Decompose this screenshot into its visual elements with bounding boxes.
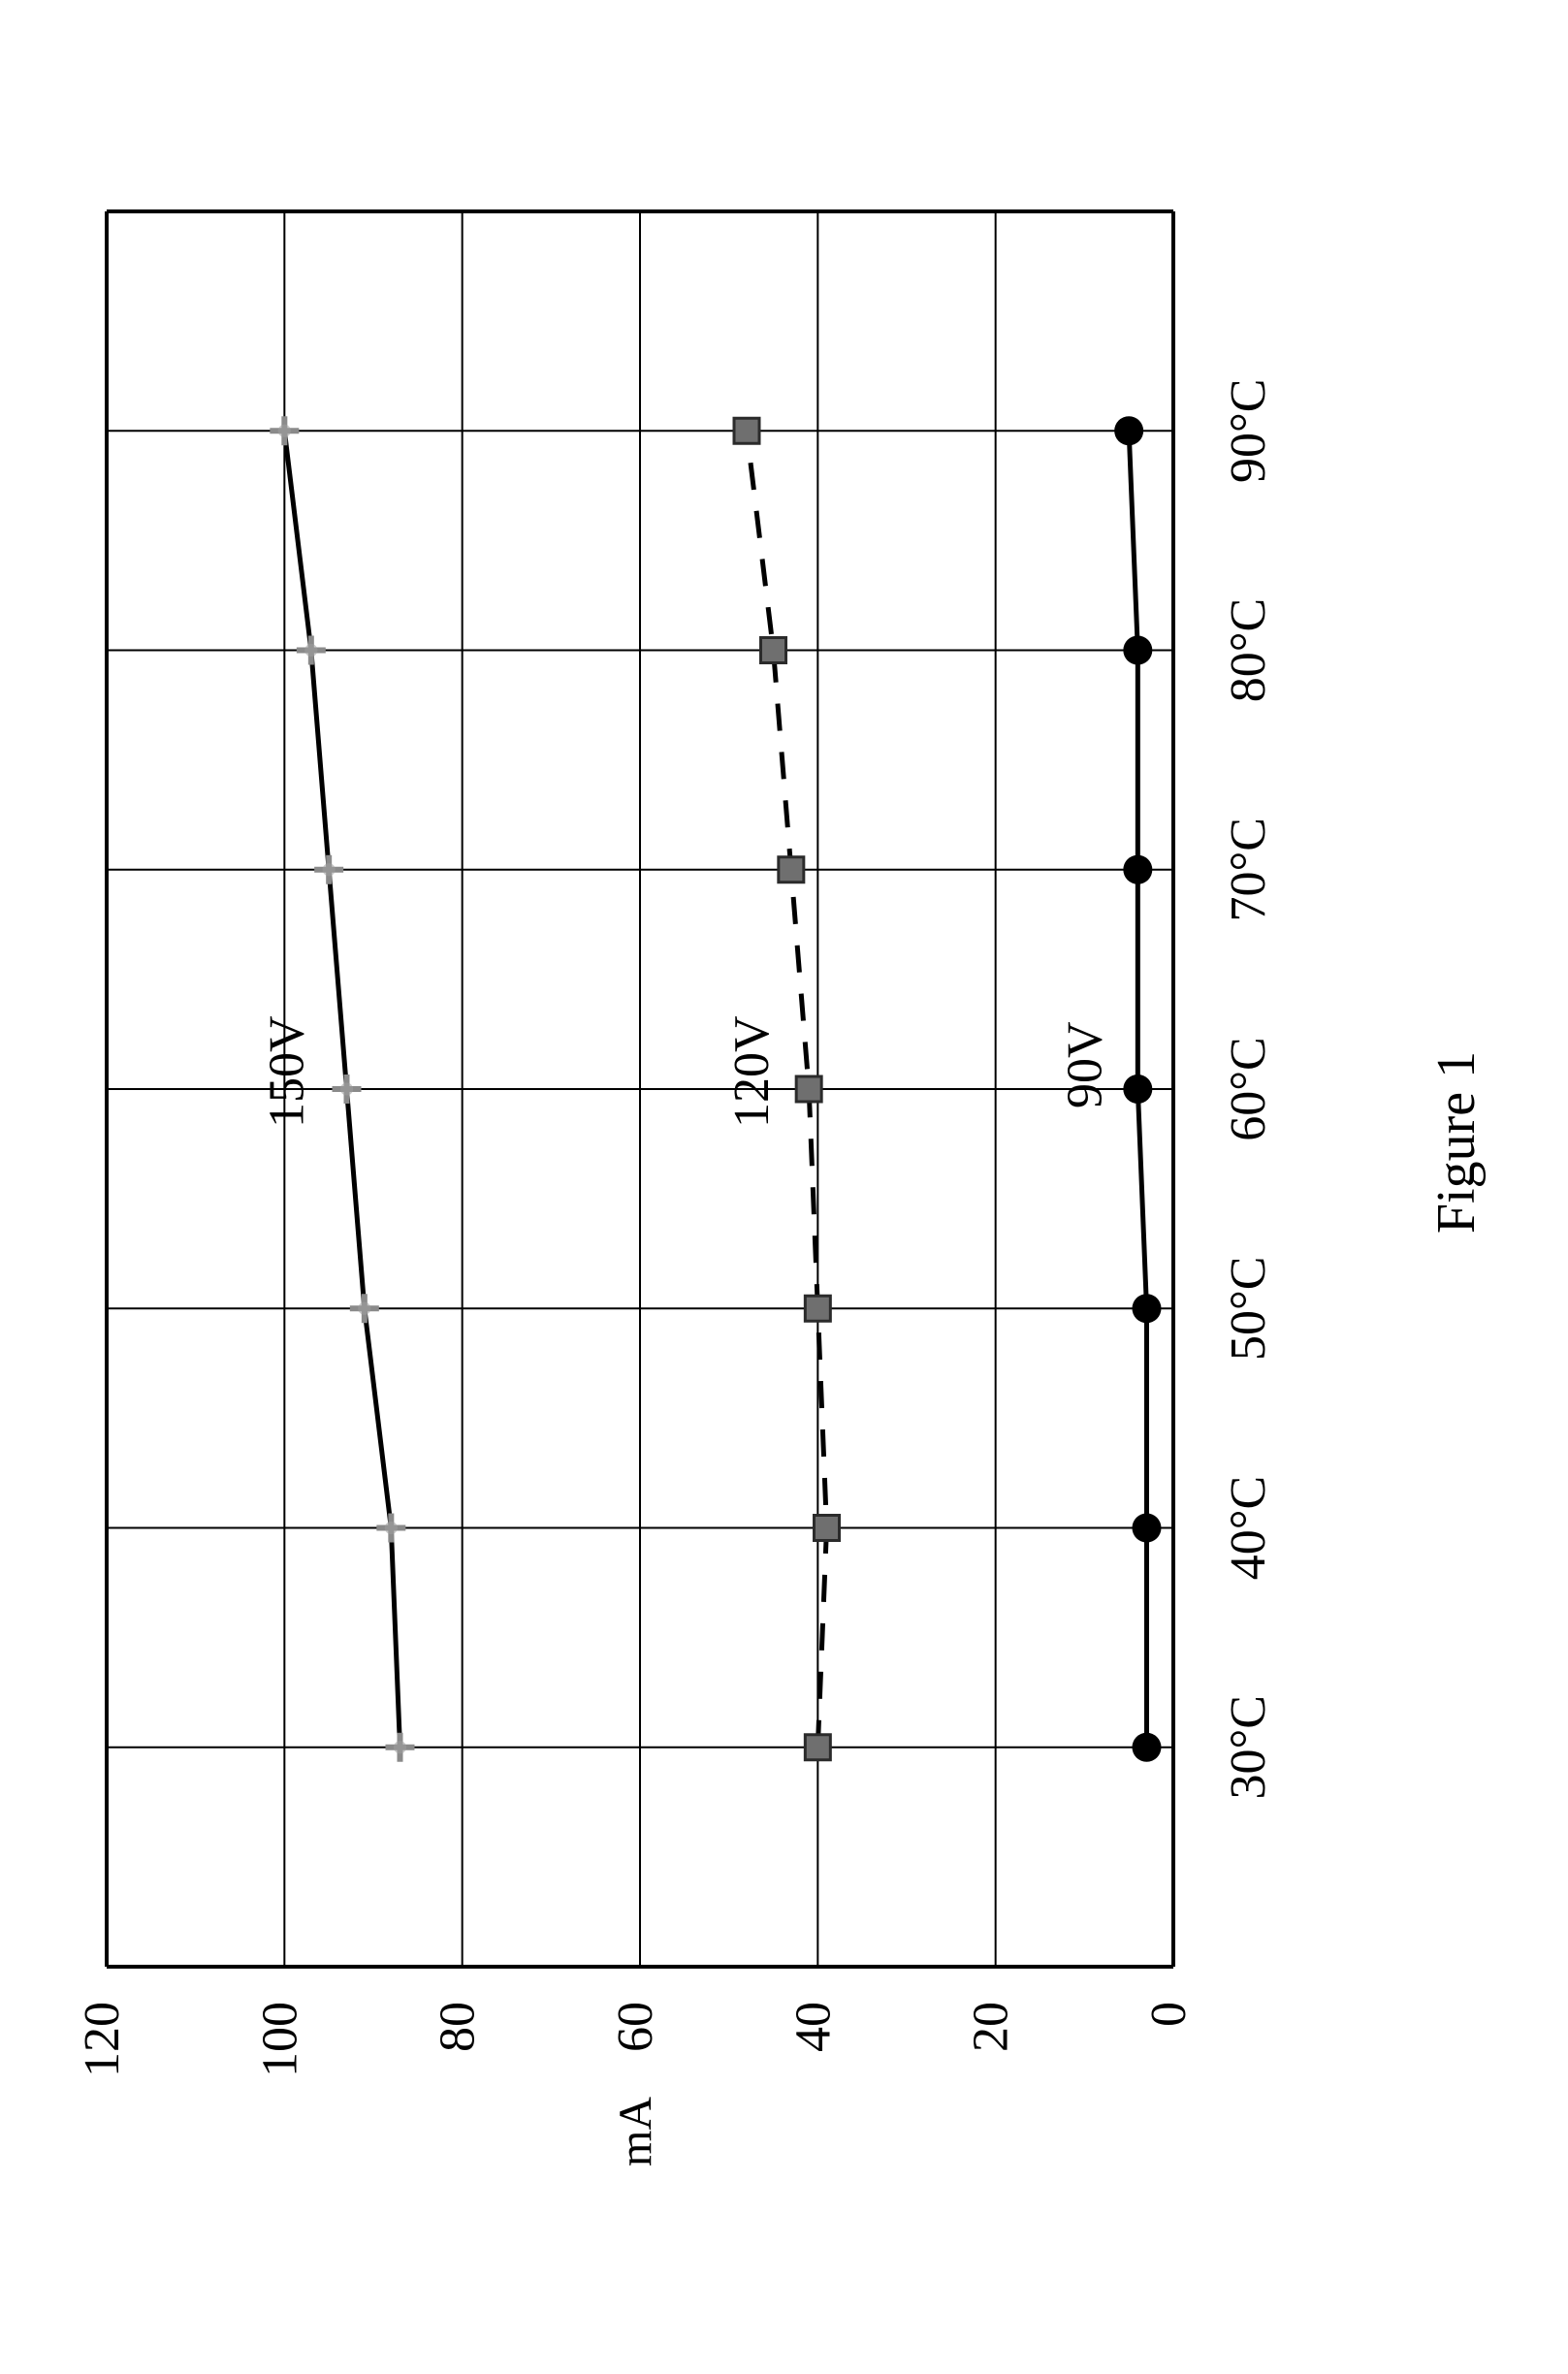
series-marker-150V — [386, 1733, 415, 1762]
series-label-150V: 150V — [260, 1015, 315, 1128]
figure-caption: Figure 1 — [1425, 1051, 1488, 1234]
series-label-90V: 90V — [1057, 1021, 1112, 1108]
series-marker-120V — [815, 1516, 840, 1541]
series-marker-120V — [796, 1076, 821, 1102]
series-marker-90V — [1123, 855, 1152, 884]
x-tick-label: 70°C — [1221, 818, 1276, 921]
series-label-120V: 120V — [724, 1015, 780, 1128]
y-tick-label: 40 — [785, 2002, 841, 2052]
series-marker-120V — [779, 857, 804, 882]
x-tick-label: 30°C — [1221, 1695, 1276, 1799]
series-marker-150V — [270, 416, 299, 445]
x-tick-label: 60°C — [1221, 1037, 1276, 1140]
line-chart: 0 20 40 60 80 100 120 mA 30°C 40°C 50°C 60°C 70°C 80°… — [0, 0, 1568, 2374]
y-tick-label: 0 — [1141, 2002, 1197, 2027]
y-axis-label: mA — [610, 2097, 661, 2166]
series-marker-120V — [805, 1296, 830, 1321]
series-marker-90V — [1133, 1514, 1162, 1543]
series-marker-120V — [805, 1735, 830, 1760]
x-tick-label: 50°C — [1221, 1257, 1276, 1361]
y-tick-label: 120 — [75, 2002, 130, 2077]
series-marker-150V — [376, 1514, 405, 1543]
series-marker-120V — [761, 638, 786, 663]
y-tick-label: 60 — [608, 2002, 663, 2052]
series-marker-150V — [297, 636, 326, 665]
series-marker-150V — [314, 855, 343, 884]
series-marker-150V — [333, 1075, 362, 1104]
series-marker-120V — [734, 418, 759, 443]
x-tick-label: 90°C — [1221, 379, 1276, 483]
x-tick-label: 80°C — [1221, 598, 1276, 702]
series-marker-90V — [1114, 416, 1143, 445]
series-marker-90V — [1133, 1733, 1162, 1762]
series-marker-90V — [1123, 636, 1152, 665]
series-marker-90V — [1133, 1294, 1162, 1323]
y-tick-label: 20 — [964, 2002, 1019, 2052]
y-tick-label: 80 — [431, 2002, 486, 2052]
x-tick-label: 40°C — [1221, 1476, 1276, 1580]
series-marker-90V — [1123, 1075, 1152, 1104]
series-marker-150V — [350, 1294, 379, 1323]
y-tick-label: 100 — [252, 2002, 307, 2077]
